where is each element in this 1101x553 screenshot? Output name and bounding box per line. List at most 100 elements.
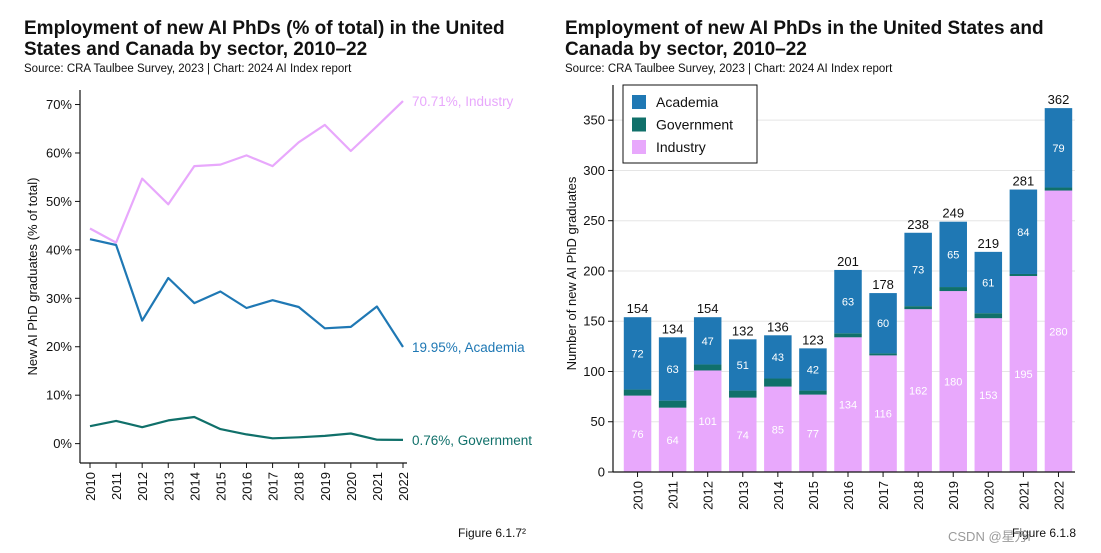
- x-tick-label: 2010: [83, 472, 98, 501]
- bar-segment-government: [799, 390, 827, 395]
- legend-label-industry: Industry: [656, 139, 706, 155]
- bar-segment-industry: [974, 318, 1003, 472]
- bar-segment-academia: [693, 317, 722, 365]
- bar-value-label-academia: 42: [807, 364, 819, 376]
- left-chart-source: Source: CRA Taulbee Survey, 2023 | Chart…: [24, 63, 352, 75]
- y-tick-label: 100: [583, 364, 605, 379]
- y-tick-label: 50: [591, 414, 605, 429]
- bar-segment-industry: [729, 397, 757, 472]
- bar-segment-academia: [623, 317, 652, 390]
- x-tick-label: 2019: [946, 481, 961, 510]
- x-tick-label: 2016: [841, 481, 856, 510]
- bar-segment-academia: [764, 335, 792, 379]
- x-tick-label: 2019: [318, 472, 333, 501]
- y-tick-label: 300: [583, 163, 605, 178]
- series-line-academia: [89, 238, 404, 348]
- line-chart: 0% 10% 20% 30% 40% 50% 60% 70% New AI PhD gradua…: [25, 90, 532, 501]
- bar-segment-government: [904, 306, 932, 310]
- x-tick-label: 2017: [266, 472, 281, 501]
- x-tick-label: 2012: [135, 472, 150, 501]
- bar-segment-academia: [904, 232, 932, 307]
- x-tick-label: 2020: [981, 481, 996, 510]
- legend-swatch-industry: [632, 140, 646, 154]
- right-figure-label: Figure 6.1.8: [1012, 526, 1077, 540]
- y-tick-label: 20%: [46, 339, 72, 354]
- bar-segment-industry: [623, 395, 652, 472]
- x-tick-label: 2018: [292, 472, 307, 501]
- bar-total-label: 362: [1048, 92, 1070, 107]
- bar-segment-industry: [764, 386, 792, 472]
- bar-segment-government: [834, 333, 862, 338]
- bar-value-label-academia: 72: [631, 348, 643, 360]
- y-tick-label: 60%: [46, 145, 72, 160]
- x-tick-label: 2011: [109, 472, 124, 500]
- bar-total-label: 132: [732, 323, 754, 338]
- y-axis-label: New AI PhD graduates (% of total): [25, 178, 40, 376]
- x-tick-label: 2020: [344, 472, 359, 501]
- x-tick-label: 2013: [736, 481, 751, 510]
- bar-value-label-academia: 79: [1052, 143, 1064, 155]
- x-tick-label: 2010: [631, 481, 646, 510]
- y-tick-label: 250: [583, 213, 605, 228]
- legend-swatch-government: [632, 117, 646, 132]
- bar-segment-industry: [658, 407, 687, 472]
- bar-segment-industry: [939, 291, 967, 472]
- bar-segment-government: [1009, 273, 1038, 276]
- bar-value-label-academia: 65: [947, 249, 959, 261]
- y-tick-label: 10%: [46, 388, 72, 403]
- bar-value-label-academia: 73: [912, 264, 924, 276]
- bar-segment-government: [658, 400, 687, 408]
- x-tick-label: 2015: [213, 472, 228, 501]
- x-tick-label: 2012: [701, 481, 716, 510]
- bar-segment-academia: [1044, 108, 1073, 188]
- bar-segment-government: [764, 378, 792, 387]
- right-chart-panel: Employment of new AI PhDs in the United …: [555, 0, 1101, 553]
- x-tick-label: 2014: [187, 472, 202, 501]
- right-chart-title: Employment of new AI PhDs in the United …: [565, 18, 1044, 60]
- bar-total-label: 134: [662, 321, 684, 336]
- bar-segment-government: [939, 287, 967, 292]
- legend-label-academia: Academia: [656, 94, 718, 110]
- legend: Academia Government Industry: [622, 84, 758, 164]
- left-chart-panel: Employment of new AI PhDs (% of total) i…: [0, 0, 550, 553]
- bar-total-label: 219: [977, 236, 999, 251]
- bar-value-label-industry: 64: [666, 435, 678, 447]
- bar-total-label: 154: [697, 301, 719, 316]
- bar-value-label-industry: 85: [772, 424, 784, 436]
- bar-segment-academia: [869, 293, 897, 354]
- bar-segment-academia: [799, 348, 827, 391]
- bar-segment-industry: [834, 337, 862, 472]
- bar-value-label-academia: 63: [666, 364, 678, 376]
- bar-segment-academia: [974, 251, 1003, 314]
- bar-total-label: 201: [837, 254, 859, 269]
- bar-segment-government: [1044, 187, 1073, 191]
- x-tick-label: 2021: [370, 472, 385, 501]
- x-tick-label: 2017: [876, 481, 891, 510]
- y-tick-label: 30%: [46, 291, 72, 306]
- bar-value-label-industry: 116: [874, 409, 892, 421]
- bar-value-label-academia: 84: [1017, 227, 1029, 239]
- bar-segment-academia: [729, 339, 757, 391]
- bar-value-label-academia: 61: [982, 278, 994, 290]
- end-label-academia: 19.95%, Academia: [412, 340, 525, 355]
- bar-segment-government: [974, 313, 1003, 319]
- x-tick-label: 2013: [161, 472, 176, 501]
- bar-value-label-academia: 47: [702, 336, 714, 348]
- legend-label-government: Government: [656, 117, 733, 133]
- y-tick-label: 0: [598, 465, 605, 480]
- bar-segment-government: [729, 390, 757, 398]
- x-tick-label: 2014: [771, 481, 786, 510]
- left-figure-label: Figure 6.1.7²: [458, 526, 527, 540]
- y-tick-label: 0%: [53, 436, 72, 451]
- right-chart-source: Source: CRA Taulbee Survey, 2023 | Chart…: [565, 63, 893, 75]
- bar-value-label-industry: 162: [909, 386, 927, 398]
- x-tick-label: 2011: [666, 481, 681, 509]
- left-chart-title: Employment of new AI PhDs (% of total) i…: [24, 18, 505, 60]
- bar-segment-industry: [1044, 190, 1073, 472]
- bar-value-label-industry: 195: [1014, 369, 1032, 381]
- end-label-industry: 70.71%, Industry: [412, 94, 514, 109]
- series-line-government: [89, 415, 404, 441]
- bar-value-label-industry: 280: [1049, 326, 1067, 338]
- bar-segment-industry: [904, 309, 932, 472]
- bar-total-label: 136: [767, 319, 789, 334]
